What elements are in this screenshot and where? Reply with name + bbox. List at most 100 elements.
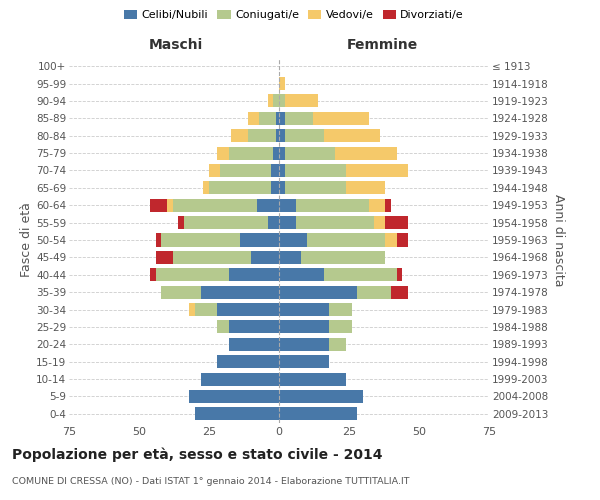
Bar (279, 251, 301, 264)
Bar (248, 129, 276, 142)
Bar (279, 182, 284, 194)
Bar (173, 251, 251, 264)
Text: Femmine: Femmine (347, 38, 418, 52)
Bar (251, 251, 279, 264)
Bar (259, 112, 276, 125)
Bar (167, 198, 173, 212)
Bar (279, 355, 329, 368)
Bar (279, 390, 363, 403)
Bar (276, 112, 279, 125)
Bar (307, 234, 385, 246)
Bar (358, 286, 391, 298)
Bar (385, 216, 408, 229)
Bar (271, 182, 279, 194)
Bar (190, 390, 279, 403)
Bar (173, 198, 257, 212)
Bar (284, 146, 335, 160)
Y-axis label: Anni di nascita: Anni di nascita (552, 194, 565, 286)
Bar (276, 129, 279, 142)
Bar (268, 216, 279, 229)
Bar (229, 338, 279, 351)
Bar (279, 112, 284, 125)
Bar (279, 320, 329, 334)
Bar (313, 112, 368, 125)
Bar (161, 234, 240, 246)
Bar (346, 164, 408, 177)
Bar (156, 234, 161, 246)
Bar (150, 198, 167, 212)
Text: Popolazione per età, sesso e stato civile - 2014: Popolazione per età, sesso e stato civil… (12, 448, 383, 462)
Bar (217, 303, 279, 316)
Bar (279, 286, 358, 298)
Bar (279, 216, 296, 229)
Bar (296, 216, 374, 229)
Bar (161, 286, 200, 298)
Text: Maschi: Maschi (148, 38, 203, 52)
Bar (200, 286, 279, 298)
Bar (209, 182, 271, 194)
Bar (329, 338, 346, 351)
Bar (284, 182, 346, 194)
Bar (329, 303, 352, 316)
Bar (385, 234, 397, 246)
Bar (274, 146, 279, 160)
Bar (385, 198, 391, 212)
Bar (150, 268, 156, 281)
Bar (217, 320, 229, 334)
Bar (240, 234, 279, 246)
Bar (274, 94, 279, 108)
Bar (279, 268, 324, 281)
Bar (268, 94, 274, 108)
Bar (374, 216, 385, 229)
Bar (279, 94, 284, 108)
Bar (220, 164, 271, 177)
Bar (397, 268, 402, 281)
Bar (229, 320, 279, 334)
Bar (156, 251, 173, 264)
Bar (203, 182, 209, 194)
Bar (324, 129, 380, 142)
Bar (279, 303, 329, 316)
Bar (279, 408, 358, 420)
Bar (200, 372, 279, 386)
Bar (284, 164, 346, 177)
Bar (279, 164, 284, 177)
Bar (324, 268, 397, 281)
Bar (195, 303, 217, 316)
Bar (284, 129, 324, 142)
Bar (335, 146, 397, 160)
Bar (271, 164, 279, 177)
Bar (279, 77, 284, 90)
Bar (248, 112, 259, 125)
Bar (279, 372, 346, 386)
Bar (184, 216, 268, 229)
Bar (279, 234, 307, 246)
Y-axis label: Fasce di età: Fasce di età (20, 202, 33, 278)
Text: COMUNE DI CRESSA (NO) - Dati ISTAT 1° gennaio 2014 - Elaborazione TUTTITALIA.IT: COMUNE DI CRESSA (NO) - Dati ISTAT 1° ge… (12, 478, 409, 486)
Bar (301, 251, 385, 264)
Bar (329, 320, 352, 334)
Bar (178, 216, 184, 229)
Bar (209, 164, 220, 177)
Bar (279, 146, 284, 160)
Bar (279, 338, 329, 351)
Bar (368, 198, 385, 212)
Bar (296, 198, 368, 212)
Bar (156, 268, 229, 281)
Bar (229, 146, 274, 160)
Bar (279, 129, 284, 142)
Bar (391, 286, 408, 298)
Bar (195, 408, 279, 420)
Bar (190, 303, 195, 316)
Bar (279, 198, 296, 212)
Bar (217, 355, 279, 368)
Bar (232, 129, 248, 142)
Bar (346, 182, 385, 194)
Bar (284, 94, 318, 108)
Legend: Celibi/Nubili, Coniugati/e, Vedovi/e, Divorziati/e: Celibi/Nubili, Coniugati/e, Vedovi/e, Di… (119, 6, 469, 25)
Bar (284, 112, 313, 125)
Bar (229, 268, 279, 281)
Bar (397, 234, 408, 246)
Bar (217, 146, 229, 160)
Bar (257, 198, 279, 212)
